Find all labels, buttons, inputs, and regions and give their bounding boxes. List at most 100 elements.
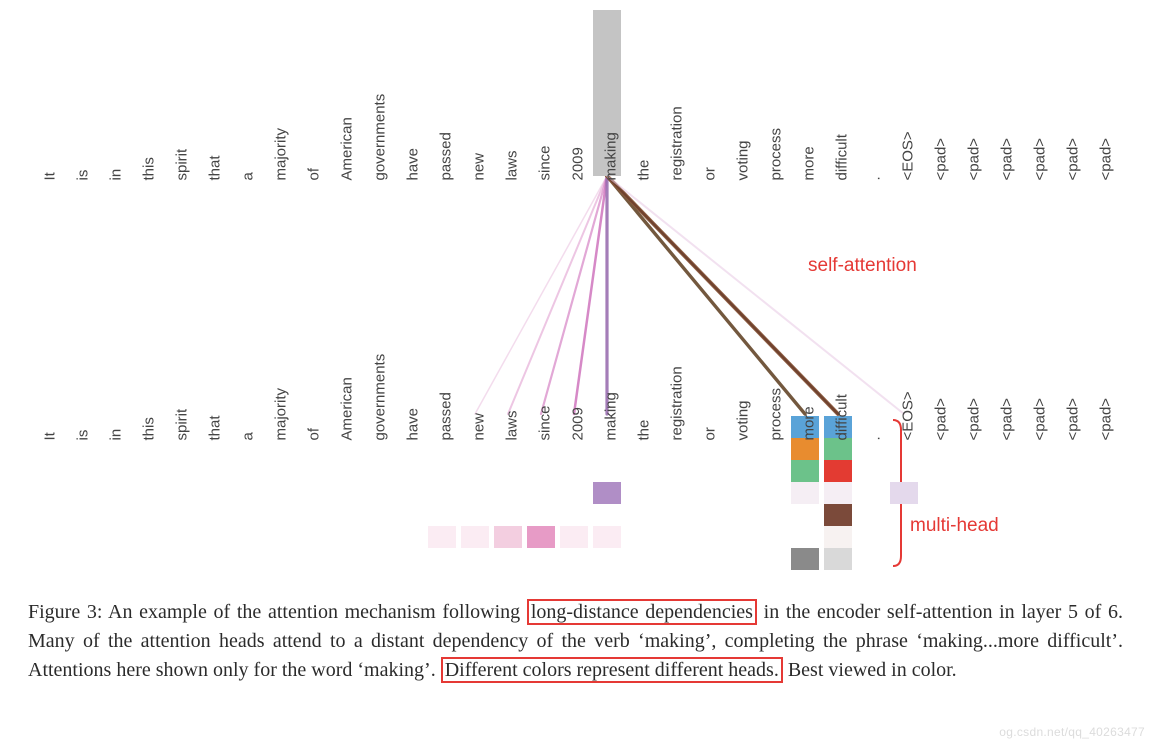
token-bottom: passed bbox=[438, 392, 455, 440]
token-top: the bbox=[636, 160, 653, 181]
heatmap-cell bbox=[428, 526, 456, 548]
multi-head-label: multi-head bbox=[910, 515, 999, 537]
token-top: <pad> bbox=[1065, 138, 1082, 181]
token-top: <EOS> bbox=[900, 131, 917, 180]
token-bottom: or bbox=[702, 427, 719, 440]
token-top: new bbox=[471, 153, 488, 181]
token-bottom: process bbox=[768, 388, 785, 441]
token-bottom: have bbox=[405, 408, 422, 441]
token-bottom: the bbox=[636, 420, 653, 441]
token-top: <pad> bbox=[966, 138, 983, 181]
token-bottom: a bbox=[240, 432, 257, 440]
token-top: governments bbox=[372, 94, 389, 181]
token-bottom: American bbox=[339, 377, 356, 440]
token-top: since bbox=[537, 145, 554, 180]
token-top: laws bbox=[504, 150, 521, 180]
token-bottom: It bbox=[42, 432, 59, 440]
token-top: is bbox=[75, 170, 92, 181]
token-bottom: more bbox=[801, 406, 818, 440]
attention-diagram: It is in this spirit that a majority of American g… bbox=[0, 0, 1151, 595]
token-bottom: difficult bbox=[834, 394, 851, 440]
heatmap-cell bbox=[824, 526, 852, 548]
token-top: majority bbox=[273, 128, 290, 181]
heatmap-cell bbox=[791, 482, 819, 504]
heatmap-cell bbox=[527, 526, 555, 548]
token-bottom: 2009 bbox=[570, 407, 587, 440]
token-top: making bbox=[603, 132, 620, 180]
heatmap-cell bbox=[494, 526, 522, 548]
token-top: American bbox=[339, 117, 356, 180]
token-bottom: <pad> bbox=[1098, 398, 1115, 441]
token-bottom: making bbox=[603, 392, 620, 440]
token-top: <pad> bbox=[1032, 138, 1049, 181]
token-top: . bbox=[867, 176, 884, 180]
token-bottom: spirit bbox=[174, 409, 191, 441]
token-top: It bbox=[42, 172, 59, 180]
heatmap-cell bbox=[791, 548, 819, 570]
token-top: more bbox=[801, 146, 818, 180]
token-top: that bbox=[207, 155, 224, 180]
token-bottom: in bbox=[108, 429, 125, 441]
attention-line bbox=[508, 176, 607, 414]
token-top: have bbox=[405, 148, 422, 181]
attention-line bbox=[607, 176, 838, 414]
token-bottom: <pad> bbox=[966, 398, 983, 441]
figure-caption: Figure 3: An example of the attention me… bbox=[28, 598, 1123, 685]
heatmap-cell bbox=[824, 482, 852, 504]
token-bottom: <EOS> bbox=[900, 391, 917, 440]
token-bottom: <pad> bbox=[933, 398, 950, 441]
attention-line bbox=[607, 176, 805, 414]
attention-line bbox=[607, 176, 904, 414]
token-bottom: laws bbox=[504, 410, 521, 440]
token-bottom: governments bbox=[372, 354, 389, 441]
heatmap-cell bbox=[791, 526, 819, 548]
token-top: or bbox=[702, 167, 719, 180]
source-watermark: og.csdn.net/qq_40263477 bbox=[999, 725, 1145, 739]
token-bottom: new bbox=[471, 413, 488, 441]
token-bottom: majority bbox=[273, 388, 290, 441]
token-bottom: this bbox=[141, 417, 158, 440]
heatmap-cell bbox=[824, 548, 852, 570]
token-bottom: . bbox=[867, 436, 884, 440]
token-bottom: is bbox=[75, 430, 92, 441]
token-top: 2009 bbox=[570, 147, 587, 180]
caption-text-1: Figure 3: An example of the attention me… bbox=[28, 601, 520, 623]
heatmap-cell bbox=[560, 526, 588, 548]
token-top: process bbox=[768, 128, 785, 181]
token-top: voting bbox=[735, 140, 752, 180]
heatmap-cell bbox=[824, 460, 852, 482]
token-bottom: that bbox=[207, 415, 224, 440]
token-top: <pad> bbox=[1098, 138, 1115, 181]
token-top: <pad> bbox=[999, 138, 1016, 181]
token-top: passed bbox=[438, 132, 455, 180]
heatmap-cell bbox=[593, 526, 621, 548]
token-bottom: voting bbox=[735, 400, 752, 440]
heatmap-cell bbox=[461, 526, 489, 548]
token-top: <pad> bbox=[933, 138, 950, 181]
token-top: a bbox=[240, 172, 257, 180]
heatmap-cell bbox=[890, 482, 918, 504]
token-top: registration bbox=[669, 106, 686, 180]
token-bottom: since bbox=[537, 405, 554, 440]
token-top: of bbox=[306, 168, 323, 181]
token-top: this bbox=[141, 157, 158, 180]
heatmap-cell bbox=[791, 504, 819, 526]
token-bottom: <pad> bbox=[1032, 398, 1049, 441]
heatmap-cell bbox=[593, 482, 621, 504]
attention-line bbox=[541, 176, 607, 414]
token-top: in bbox=[108, 169, 125, 181]
token-bottom: <pad> bbox=[999, 398, 1016, 441]
caption-highlight-2: Different colors represent different hea… bbox=[441, 657, 783, 683]
heatmap-cell bbox=[791, 460, 819, 482]
heatmap-cell bbox=[824, 438, 852, 460]
token-top: difficult bbox=[834, 134, 851, 180]
token-bottom: registration bbox=[669, 366, 686, 440]
token-bottom: <pad> bbox=[1065, 398, 1082, 441]
self-attention-label: self-attention bbox=[808, 255, 917, 277]
attention-line bbox=[574, 176, 607, 414]
token-top: spirit bbox=[174, 149, 191, 181]
token-bottom: of bbox=[306, 428, 323, 441]
caption-text-3: Best viewed in color. bbox=[788, 659, 957, 681]
heatmap-cell bbox=[791, 438, 819, 460]
heatmap-cell bbox=[824, 504, 852, 526]
